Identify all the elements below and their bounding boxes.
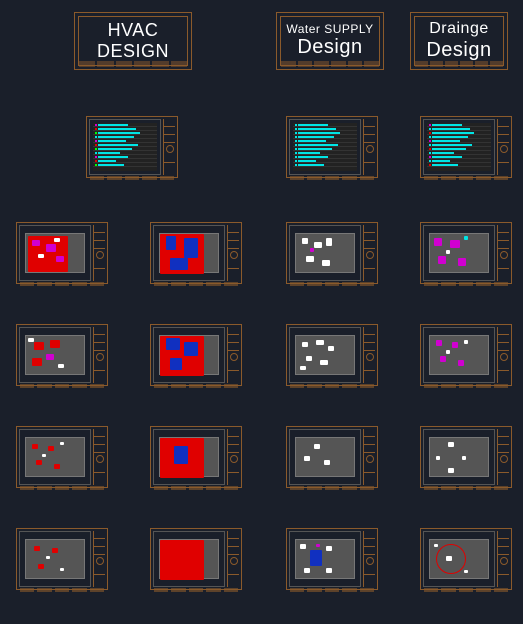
floor-plan	[429, 539, 489, 579]
drawing-sheet-r4-c3[interactable]	[286, 528, 378, 590]
floor-plan	[295, 335, 355, 375]
sheet-titleblock	[227, 531, 239, 587]
sheet-titleblock	[227, 327, 239, 383]
drawing-sheet-r4-c4[interactable]	[420, 528, 512, 590]
drawing-sheet-r3-c3[interactable]	[286, 426, 378, 488]
legend-body	[427, 123, 491, 171]
sheet-titleblock	[497, 327, 509, 383]
sheet-titleblock	[227, 429, 239, 485]
floor-plan	[159, 233, 219, 273]
drawing-sheet-r2-c1[interactable]	[16, 324, 108, 386]
title-line1: Water SUPPLY	[286, 23, 373, 37]
sheet-titleblock	[497, 225, 509, 281]
floor-plan	[295, 539, 355, 579]
drawing-sheet-r3-c1[interactable]	[16, 426, 108, 488]
drawing-sheet-r1-c2[interactable]	[150, 222, 242, 284]
sheet-titleblock	[363, 531, 375, 587]
drawing-sheet-legend-1[interactable]	[86, 116, 178, 178]
floor-plan	[429, 233, 489, 273]
sheet-titleblock	[363, 327, 375, 383]
drawing-sheet-r3-c2[interactable]	[150, 426, 242, 488]
title-line2: DESIGN	[97, 41, 169, 62]
sheet-titleblock	[497, 119, 509, 175]
sheet-titleblock	[363, 119, 375, 175]
floor-plan	[295, 437, 355, 477]
floor-plan	[25, 437, 85, 477]
cad-canvas[interactable]: HVAC DESIGN Water SUPPLY Design Drainge …	[0, 0, 523, 624]
sheet-titleblock	[497, 429, 509, 485]
drawing-sheet-r2-c3[interactable]	[286, 324, 378, 386]
sheet-titleblock	[363, 225, 375, 281]
drawing-sheet-legend-3[interactable]	[420, 116, 512, 178]
drawing-sheet-r4-c1[interactable]	[16, 528, 108, 590]
legend-body	[293, 123, 357, 171]
title-frame-0[interactable]: HVAC DESIGN	[74, 12, 192, 70]
legend-body	[93, 123, 157, 171]
sheet-titleblock	[497, 531, 509, 587]
sheet-titleblock	[93, 531, 105, 587]
sheet-titleblock	[93, 225, 105, 281]
floor-plan	[429, 437, 489, 477]
drawing-sheet-r2-c2[interactable]	[150, 324, 242, 386]
floor-plan	[295, 233, 355, 273]
title-frame-1[interactable]: Water SUPPLY Design	[276, 12, 384, 70]
sheet-titleblock	[227, 225, 239, 281]
drawing-sheet-r3-c4[interactable]	[420, 426, 512, 488]
sheet-titleblock	[163, 119, 175, 175]
drawing-sheet-r2-c4[interactable]	[420, 324, 512, 386]
title-frame-2[interactable]: Drainge Design	[410, 12, 508, 70]
drawing-sheet-legend-2[interactable]	[286, 116, 378, 178]
title-line1: HVAC	[97, 20, 169, 41]
sheet-titleblock	[93, 429, 105, 485]
drawing-sheet-r1-c4[interactable]	[420, 222, 512, 284]
floor-plan	[429, 335, 489, 375]
title-line2: Design	[286, 36, 373, 59]
floor-plan	[159, 335, 219, 375]
drawing-sheet-r1-c3[interactable]	[286, 222, 378, 284]
sheet-titleblock	[93, 327, 105, 383]
floor-plan	[159, 437, 219, 477]
floor-plan	[159, 539, 219, 579]
title-line1: Drainge	[426, 20, 491, 38]
sheet-titleblock	[363, 429, 375, 485]
drawing-sheet-r1-c1[interactable]	[16, 222, 108, 284]
floor-plan	[25, 335, 85, 375]
floor-plan	[25, 233, 85, 273]
title-line2: Design	[426, 39, 491, 62]
floor-plan	[25, 539, 85, 579]
drawing-sheet-r4-c2[interactable]	[150, 528, 242, 590]
